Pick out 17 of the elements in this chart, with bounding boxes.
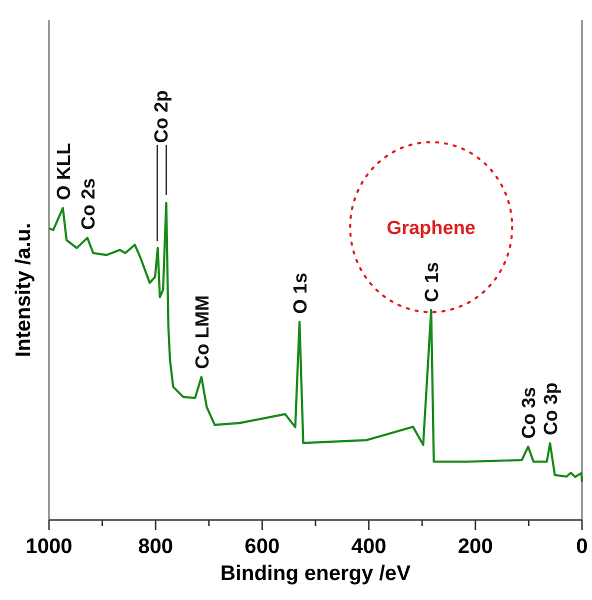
x-tick-label: 0 <box>576 535 588 558</box>
annotation: Co 3p <box>541 382 562 436</box>
annotation: Co 2s <box>78 178 100 230</box>
x-tick-label: 800 <box>138 535 174 558</box>
annotation: O 1s <box>290 272 312 314</box>
annotation: Co 3s <box>519 387 540 439</box>
x-axis-title: Binding energy /eV <box>220 562 411 585</box>
y-axis-title: Intensity /a.u. <box>12 222 35 358</box>
annotation: O KLL <box>54 142 75 200</box>
x-tick-label: 1000 <box>26 535 72 558</box>
annotation: C 1s <box>422 262 444 302</box>
annotation: Co LMM <box>192 295 214 370</box>
annotation: Graphene <box>386 218 476 240</box>
x-tick-label: 600 <box>244 535 280 558</box>
annotation: Co 2p <box>151 90 172 143</box>
x-tick-label: 400 <box>351 535 386 558</box>
x-tick-label: 200 <box>458 535 493 558</box>
